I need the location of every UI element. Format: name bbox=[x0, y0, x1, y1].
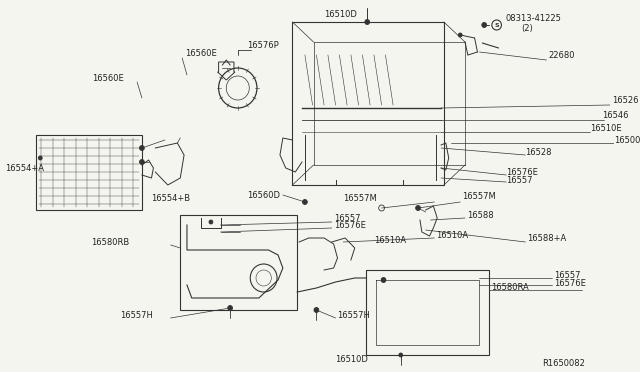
Circle shape bbox=[415, 205, 420, 211]
Circle shape bbox=[381, 278, 386, 282]
Text: 16560E: 16560E bbox=[92, 74, 124, 83]
Text: 16546: 16546 bbox=[602, 110, 628, 119]
Text: 16510A: 16510A bbox=[374, 235, 406, 244]
Text: (2): (2) bbox=[522, 23, 533, 32]
Text: 16557M: 16557M bbox=[343, 193, 377, 202]
Text: 16560E: 16560E bbox=[185, 48, 217, 58]
Text: 16528: 16528 bbox=[525, 148, 552, 157]
Text: 16576E: 16576E bbox=[333, 221, 365, 230]
Text: 16510A: 16510A bbox=[436, 231, 468, 240]
Text: 16557H: 16557H bbox=[120, 311, 153, 321]
Text: 16526: 16526 bbox=[612, 96, 638, 105]
Circle shape bbox=[399, 353, 403, 357]
Text: 08313-41225: 08313-41225 bbox=[506, 13, 561, 22]
Circle shape bbox=[458, 33, 462, 37]
Text: 16560D: 16560D bbox=[248, 190, 280, 199]
Bar bbox=[180, 215, 297, 310]
Text: 16510D: 16510D bbox=[324, 10, 357, 19]
Bar bbox=[366, 270, 489, 355]
Text: 16554+A: 16554+A bbox=[4, 164, 44, 173]
Circle shape bbox=[140, 160, 144, 164]
Text: 16500: 16500 bbox=[614, 135, 640, 144]
Text: 16557M: 16557M bbox=[462, 192, 496, 201]
Text: 16557: 16557 bbox=[506, 176, 532, 185]
Text: 16557: 16557 bbox=[554, 270, 580, 279]
Text: 16510D: 16510D bbox=[335, 356, 369, 365]
Circle shape bbox=[209, 220, 213, 224]
Text: 16588: 16588 bbox=[467, 211, 493, 219]
Text: 16557: 16557 bbox=[333, 214, 360, 222]
Text: 16576E: 16576E bbox=[506, 167, 538, 176]
Text: 22680: 22680 bbox=[548, 51, 575, 60]
Circle shape bbox=[140, 145, 144, 151]
Circle shape bbox=[365, 19, 370, 25]
Text: 16576P: 16576P bbox=[248, 41, 279, 49]
Text: 16510E: 16510E bbox=[589, 124, 621, 132]
Circle shape bbox=[482, 22, 486, 28]
Circle shape bbox=[303, 199, 307, 205]
Text: S: S bbox=[494, 22, 499, 28]
Circle shape bbox=[314, 308, 319, 312]
Bar bbox=[36, 135, 142, 210]
Text: 16576E: 16576E bbox=[554, 279, 586, 288]
Text: R1650082: R1650082 bbox=[542, 359, 585, 369]
Text: 16557H: 16557H bbox=[337, 311, 371, 321]
Circle shape bbox=[38, 156, 42, 160]
Circle shape bbox=[228, 305, 232, 311]
Text: 16588+A: 16588+A bbox=[527, 234, 566, 243]
Text: 16554+B: 16554+B bbox=[152, 193, 191, 202]
Text: 16580RB: 16580RB bbox=[91, 237, 129, 247]
Text: 16580RA: 16580RA bbox=[491, 282, 529, 292]
Circle shape bbox=[383, 279, 385, 281]
